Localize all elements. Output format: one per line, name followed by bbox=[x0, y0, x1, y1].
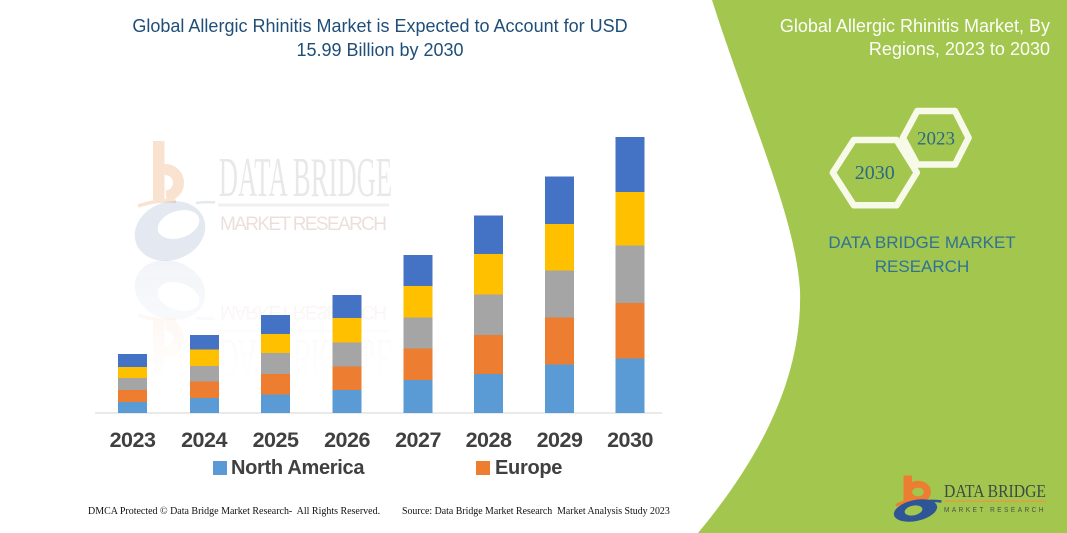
svg-text:MARKET RESEARCH: MARKET RESEARCH bbox=[944, 505, 1046, 514]
svg-text:2023: 2023 bbox=[917, 129, 955, 150]
svg-text:DATA BRIDGE: DATA BRIDGE bbox=[944, 481, 1046, 501]
svg-text:2030: 2030 bbox=[855, 162, 895, 184]
